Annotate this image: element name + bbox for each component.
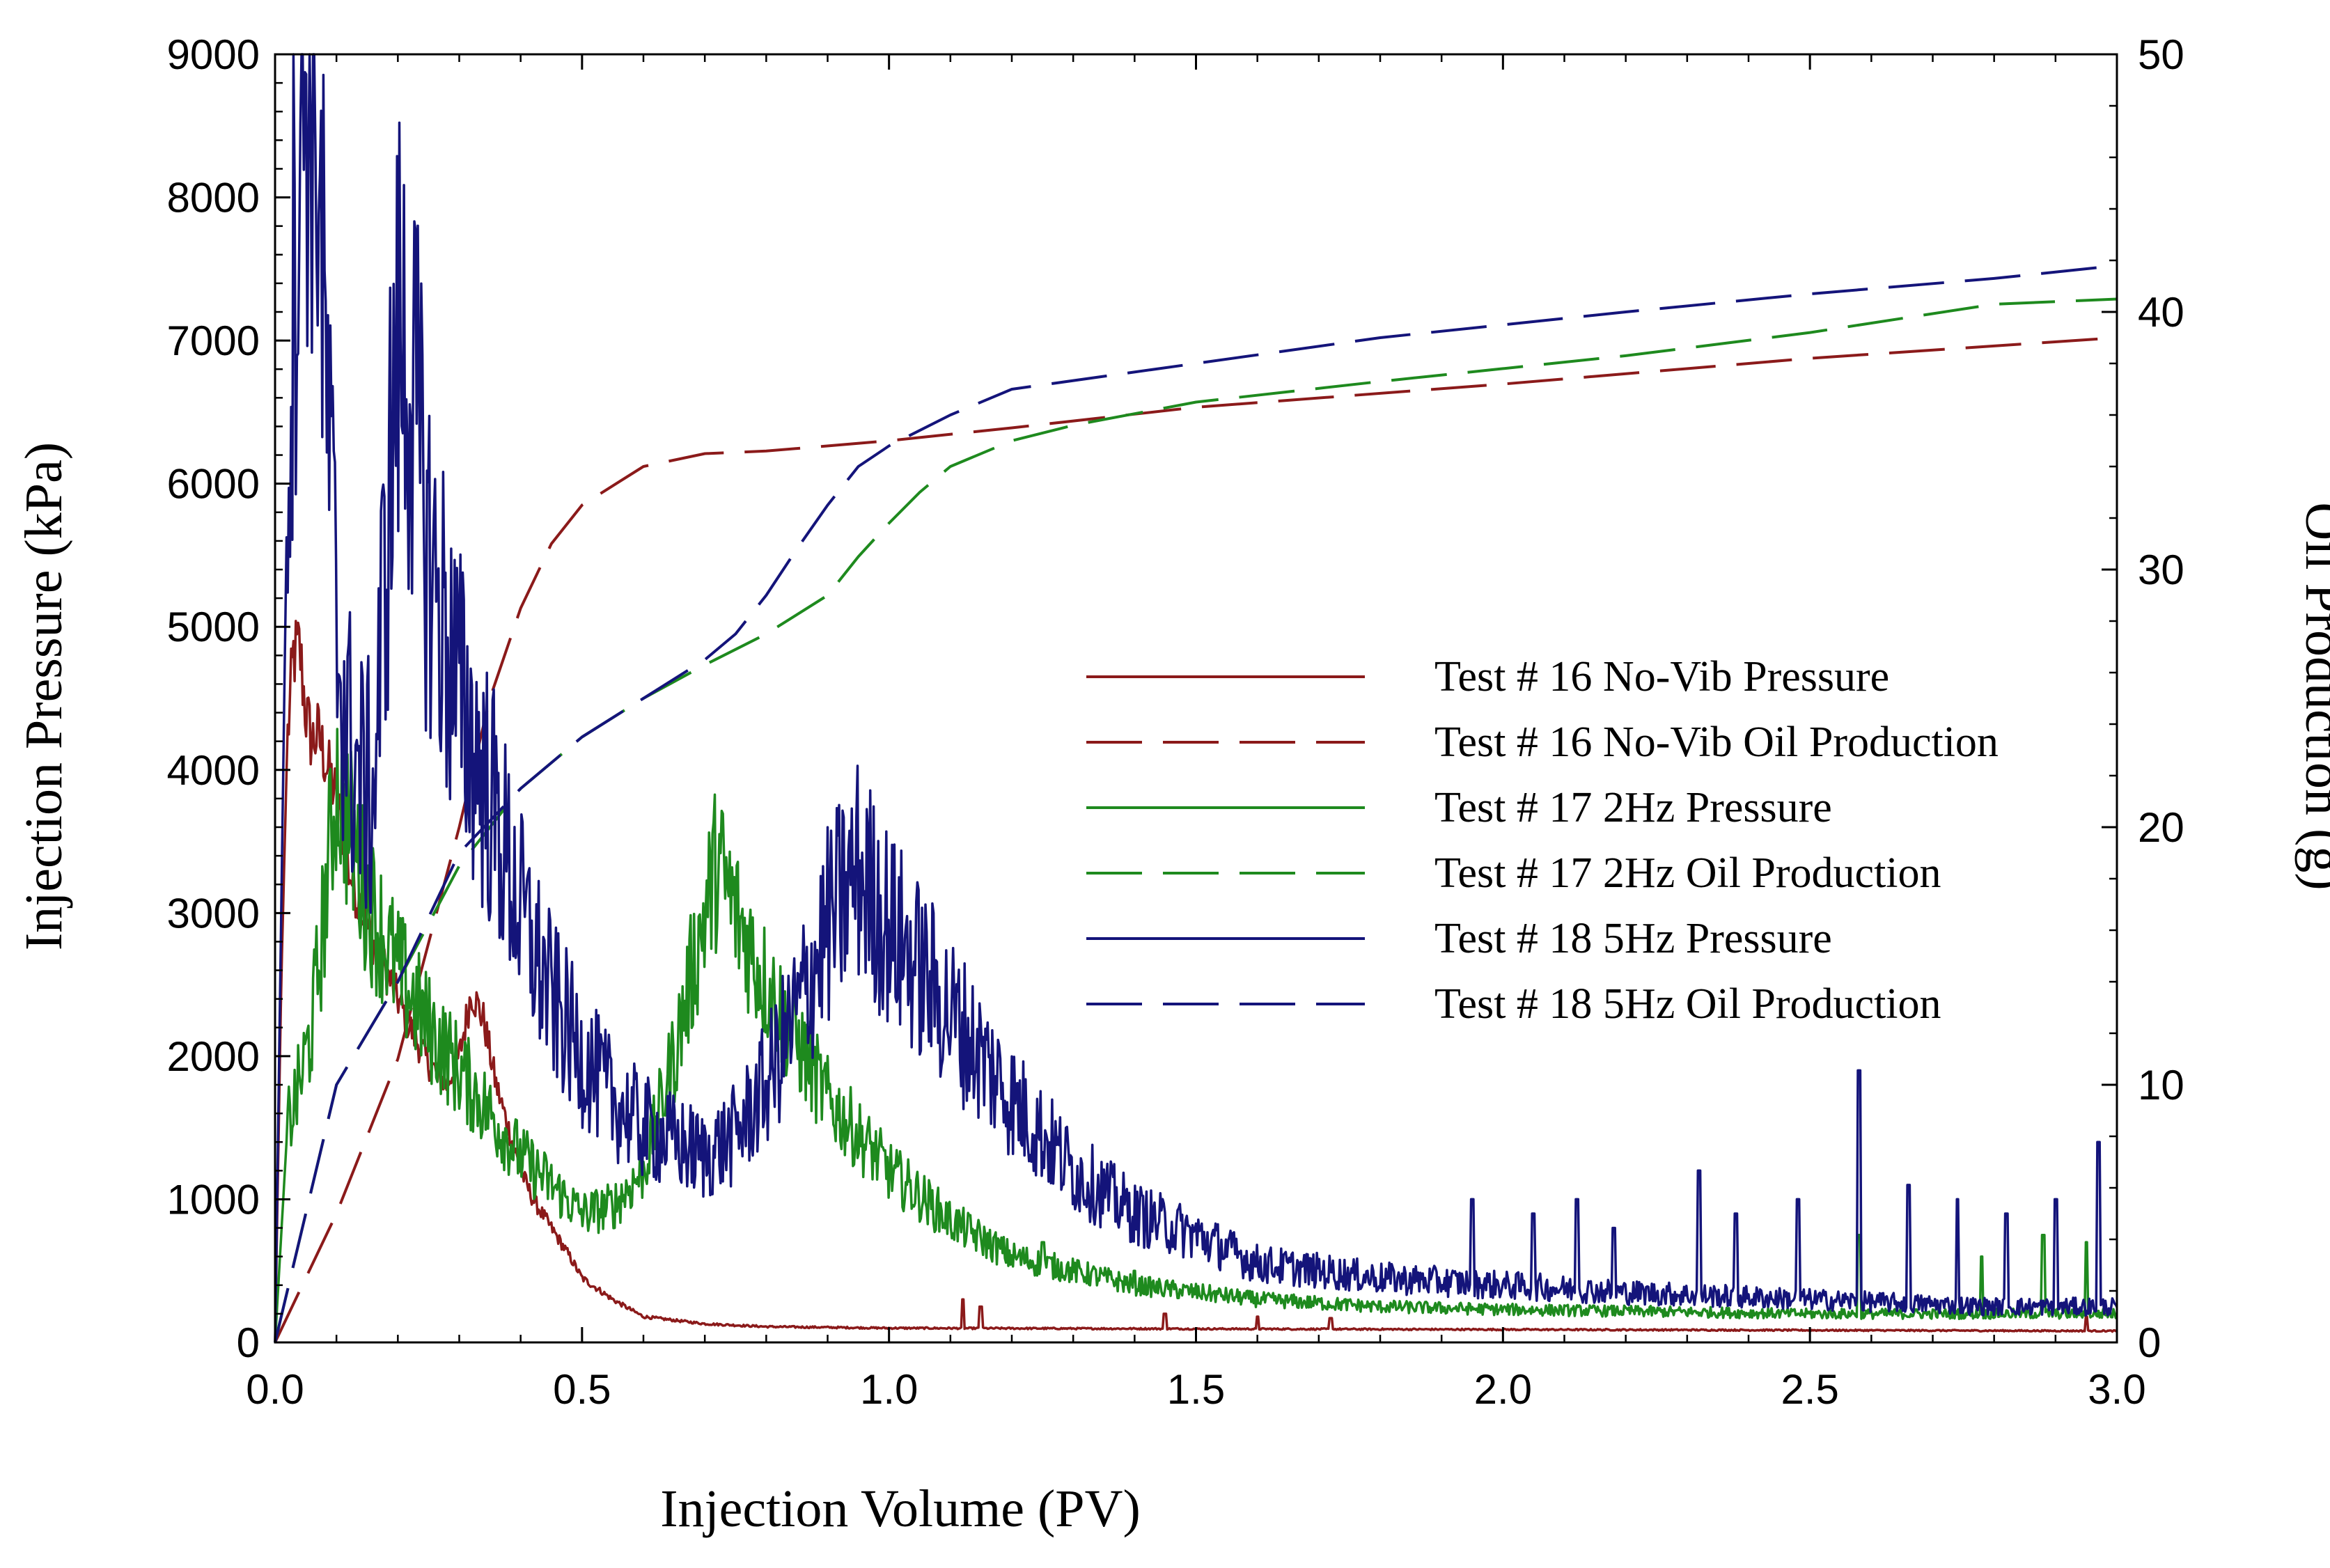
x-tick-label: 3.0 <box>2088 1366 2145 1413</box>
y2-tick-label: 50 <box>2138 31 2184 78</box>
y-tick-label: 7000 <box>167 317 260 364</box>
y2-tick-label: 30 <box>2138 547 2184 593</box>
x-tick-label: 1.5 <box>1167 1366 1225 1413</box>
y-tick-label: 3000 <box>167 890 260 936</box>
y2-tick-label: 10 <box>2138 1062 2184 1108</box>
x-axis-title: Injection Volume (PV) <box>660 1480 1141 1538</box>
y-tick-label: 0 <box>237 1319 260 1366</box>
legend-label-4: Test # 17 2Hz Oil Production <box>1434 849 1941 897</box>
y-tick-label: 9000 <box>167 31 260 78</box>
series-line-3 <box>274 728 2118 1343</box>
y2-axis-title: Oil Production (g) <box>2294 502 2330 890</box>
series-line-5 <box>274 53 2118 1343</box>
y-tick-label: 1000 <box>167 1176 260 1223</box>
x-tick-label: 1.0 <box>860 1366 918 1413</box>
x-tick-label: 2.0 <box>1474 1366 1532 1413</box>
x-tick-label: 2.5 <box>1781 1366 1838 1413</box>
series-layer <box>274 53 2118 1343</box>
y-tick-label: 6000 <box>167 461 260 508</box>
y-tick-label: 4000 <box>167 747 260 794</box>
series-line-6 <box>274 264 2118 1343</box>
y-axis-title: Injection Pressure (kPa) <box>15 442 73 950</box>
y-tick-label: 8000 <box>167 175 260 221</box>
axes-layer: 0.0 0.5 1.0 1.5 2.0 2.5 3.00100020003000400050… <box>167 31 2184 1413</box>
y2-tick-label: 20 <box>2138 804 2184 851</box>
legend: Test # 16 No-Vib Pressure Test # 16 No-Vi… <box>1086 653 1999 1028</box>
legend-label-2: Test # 16 No-Vib Oil Production <box>1434 719 1999 766</box>
legend-label-5: Test # 18 5Hz Pressure <box>1434 915 1832 962</box>
y2-tick-label: 0 <box>2138 1319 2161 1366</box>
y-tick-label: 2000 <box>167 1033 260 1080</box>
x-tick-label: 0.0 <box>246 1366 304 1413</box>
legend-label-3: Test # 17 2Hz Pressure <box>1434 784 1832 831</box>
legend-label-1: Test # 16 No-Vib Pressure <box>1434 653 1889 700</box>
legend-label-6: Test # 18 5Hz Oil Production <box>1434 980 1941 1028</box>
x-tick-label: 0.5 <box>553 1366 611 1413</box>
series-line-4 <box>274 297 2118 1343</box>
y2-tick-label: 40 <box>2138 289 2184 336</box>
y-tick-label: 5000 <box>167 604 260 650</box>
